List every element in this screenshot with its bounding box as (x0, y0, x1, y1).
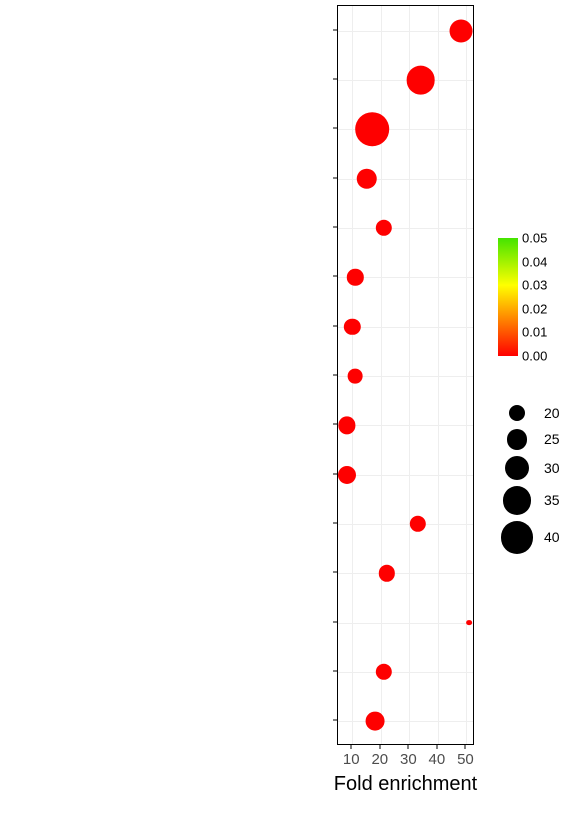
size-legend-row: 40 (498, 518, 560, 557)
data-point (344, 318, 360, 334)
y-tick-mark (333, 523, 337, 524)
y-tick-mark (333, 276, 337, 277)
hgrid-line (338, 475, 473, 476)
hgrid-line (338, 425, 473, 426)
hgrid-line (338, 623, 473, 624)
data-point (410, 516, 426, 532)
data-point (338, 466, 356, 484)
size-legend-dot (509, 405, 525, 421)
y-tick-mark (333, 177, 337, 178)
size-legend-label: 30 (544, 460, 560, 476)
data-point (406, 66, 435, 95)
vgrid-line (438, 6, 439, 744)
color-legend: 0.050.040.030.020.010.00 (498, 238, 568, 356)
data-point (466, 620, 472, 626)
size-legend-label: 25 (544, 431, 560, 447)
size-legend-row: 25 (498, 426, 560, 453)
vgrid-line (409, 6, 410, 744)
x-tick-mark (379, 745, 380, 749)
size-legend-dot (501, 521, 534, 554)
x-tick-mark (408, 745, 409, 749)
y-tick-mark (333, 227, 337, 228)
y-tick-mark (333, 325, 337, 326)
y-tick-mark (333, 473, 337, 474)
data-point (378, 565, 394, 581)
colorbar-tick-label: 0.00 (522, 349, 547, 364)
x-tick-label: 10 (343, 751, 360, 768)
figure-root: xenobiotic metabolic process[BP]ar respo… (0, 0, 577, 817)
data-point (355, 113, 389, 147)
hgrid-line (338, 672, 473, 673)
plot-panel (337, 5, 474, 745)
y-tick-mark (333, 375, 337, 376)
x-tick-label: 30 (400, 751, 417, 768)
data-point (375, 664, 391, 680)
size-legend-dot (507, 429, 528, 450)
x-tick-label: 20 (371, 751, 388, 768)
size-legend-dot (505, 456, 530, 481)
colorbar-tick-label: 0.04 (522, 254, 547, 269)
hgrid-line (338, 228, 473, 229)
x-tick-mark (351, 745, 352, 749)
data-point (348, 369, 363, 384)
x-tick-label: 40 (429, 751, 446, 768)
x-tick-mark (436, 745, 437, 749)
x-axis-title: Fold enrichment (334, 773, 477, 796)
y-tick-mark (333, 424, 337, 425)
size-legend-row: 30 (498, 453, 560, 484)
colorbar-tick-label: 0.05 (522, 231, 547, 246)
vgrid-line (466, 6, 467, 744)
y-tick-mark (333, 128, 337, 129)
y-tick-mark (333, 621, 337, 622)
data-point (347, 269, 363, 285)
y-tick-mark (333, 720, 337, 721)
size-legend-dot (503, 486, 532, 515)
hgrid-line (338, 524, 473, 525)
colorbar-tick-label: 0.03 (522, 278, 547, 293)
size-legend-label: 40 (544, 529, 560, 545)
data-point (366, 712, 385, 731)
y-tick-mark (333, 671, 337, 672)
y-tick-mark (333, 29, 337, 30)
size-legend-row: 35 (498, 483, 560, 518)
y-tick-mark (333, 572, 337, 573)
hgrid-line (338, 573, 473, 574)
data-point (375, 220, 391, 236)
x-tick-label: 50 (457, 751, 474, 768)
size-legend: 20 25 30 35 40 (498, 400, 560, 557)
colorbar-tick-label: 0.01 (522, 325, 547, 340)
colorbar (498, 238, 518, 356)
size-legend-row: 20 (498, 400, 560, 426)
size-legend-label: 20 (544, 405, 560, 421)
hgrid-line (338, 721, 473, 722)
colorbar-tick-label: 0.02 (522, 301, 547, 316)
y-tick-mark (333, 79, 337, 80)
data-point (449, 19, 472, 42)
x-tick-mark (465, 745, 466, 749)
y-tick-marks (333, 5, 337, 745)
data-point (356, 168, 377, 189)
size-legend-label: 35 (544, 492, 560, 508)
